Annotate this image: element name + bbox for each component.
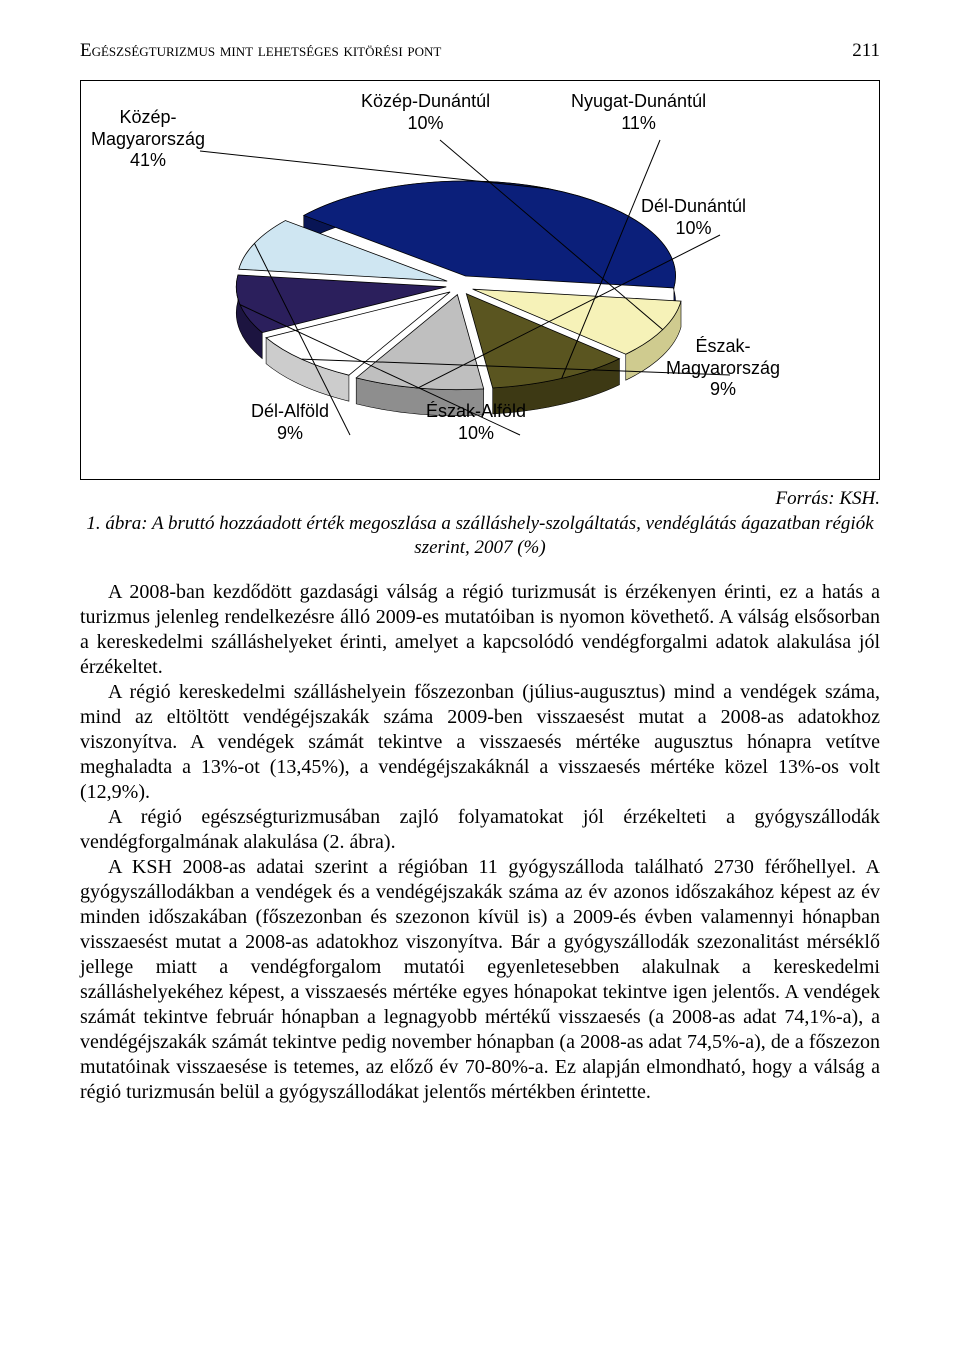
slice-label-eszak-mo: Észak- Magyarország 9% [666,336,780,401]
slice-label-kozep-mo: Közép- Magyarország 41% [91,107,205,172]
header-title: Egészségturizmus mint lehetséges kitörés… [80,40,441,62]
body-text: A 2008-ban kezdődött gazdasági válság a … [80,580,880,1105]
slice-label-del-dunantul: Dél-Dunántúl 10% [641,196,746,239]
paragraph: A régió egészségturizmusában zajló folya… [80,805,880,855]
slice-label-kozep-dunantul: Közép-Dunántúl 10% [361,91,490,134]
slice-label-nyugat-dunantul: Nyugat-Dunántúl 11% [571,91,706,134]
slice-label-eszak-alfold: Észak-Alföld 10% [426,401,526,444]
paragraph: A régió kereskedelmi szálláshelyein fősz… [80,680,880,805]
paragraph: A KSH 2008-as adatai szerint a régióban … [80,855,880,1105]
page-header: Egészségturizmus mint lehetséges kitörés… [80,40,880,62]
figure-caption: 1. ábra: A bruttó hozzáadott érték megos… [80,512,880,560]
slice-label-del-alfold: Dél-Alföld 9% [251,401,329,444]
figure-source: Forrás: KSH. [80,488,880,510]
pie-chart-figure: Közép- Magyarország 41% Közép-Dunántúl 1… [80,80,880,480]
paragraph: A 2008-ban kezdődött gazdasági válság a … [80,580,880,680]
header-page-number: 211 [852,40,880,62]
